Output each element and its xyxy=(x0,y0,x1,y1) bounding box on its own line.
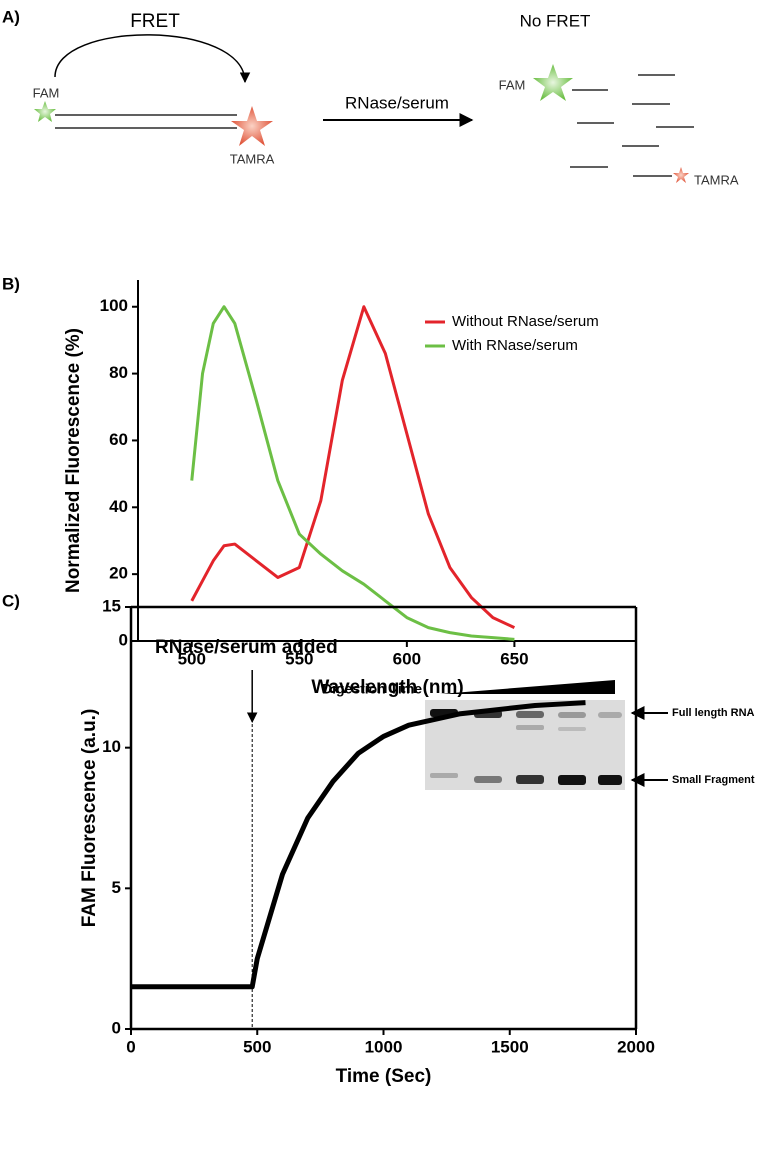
process-label: RNase/serum xyxy=(345,93,449,112)
fam-label: FAM xyxy=(499,77,526,92)
y-tick-label: 20 xyxy=(109,564,128,583)
fret-arrow xyxy=(54,34,251,84)
fragments xyxy=(570,74,694,177)
y-tick-label: 5 xyxy=(112,878,121,897)
x-tick-label: 1500 xyxy=(491,1037,529,1056)
fam-label: FAM xyxy=(33,85,60,100)
series-line xyxy=(190,305,515,641)
y-tick-label: 80 xyxy=(109,363,128,382)
x-tick-label: 1000 xyxy=(365,1037,403,1056)
y-tick-label: 10 xyxy=(102,737,121,756)
legend-label: Without RNase/serum xyxy=(452,313,599,330)
fam-star xyxy=(34,101,56,122)
fret-label: FRET xyxy=(130,11,180,32)
series-line xyxy=(131,700,586,990)
tamra-star xyxy=(673,167,689,183)
gel-bands xyxy=(430,709,622,785)
panel-a: A) FRET FAM TAMRA RNase/serum No FRET FA… xyxy=(2,7,739,187)
full-label: Full length RNA xyxy=(672,707,755,719)
y-tick-label: 60 xyxy=(109,430,128,449)
x-tick-label: 500 xyxy=(243,1037,271,1056)
tamra-label: TAMRA xyxy=(230,151,275,166)
x-tick-label: 2000 xyxy=(617,1037,655,1056)
gel-inset: Digestion Time Full length RNA Small Fra… xyxy=(322,680,755,790)
annotation: RNase/serum added xyxy=(155,637,338,658)
digestion-label: Digestion Time xyxy=(322,681,422,697)
x-tick-label: 500 xyxy=(178,649,206,668)
y-axis-label: Normalized Fluorescence (%) xyxy=(63,328,84,593)
x-tick-label: 600 xyxy=(393,649,421,668)
y-tick-label: 15 xyxy=(102,596,121,615)
tamra-label: TAMRA xyxy=(694,172,739,187)
panel-label: A) xyxy=(2,7,20,26)
y-axis-label: FAM Fluorescence (a.u.) xyxy=(79,709,100,928)
digestion-wedge xyxy=(440,680,615,694)
x-tick-label: 550 xyxy=(285,649,313,668)
series-line xyxy=(190,305,516,629)
fam-star xyxy=(533,64,573,101)
panel-label: B) xyxy=(2,274,20,293)
tamra-star xyxy=(231,106,273,146)
x-tick-label: 650 xyxy=(500,649,528,668)
y-tick-label: 0 xyxy=(112,1018,121,1037)
y-tick-label: 0 xyxy=(119,630,128,649)
small-label: Small Fragment xyxy=(672,774,755,786)
x-axis-label: Time (Sec) xyxy=(336,1066,432,1087)
no-fret-label: No FRET xyxy=(520,11,591,30)
legend-label: With RNase/serum xyxy=(452,337,578,354)
panel-label: C) xyxy=(2,591,20,610)
x-axis-label: Wavelength (nm) xyxy=(311,677,463,698)
x-tick-label: 0 xyxy=(126,1037,135,1056)
y-tick-label: 40 xyxy=(109,497,128,516)
y-tick-label: 100 xyxy=(100,296,128,315)
